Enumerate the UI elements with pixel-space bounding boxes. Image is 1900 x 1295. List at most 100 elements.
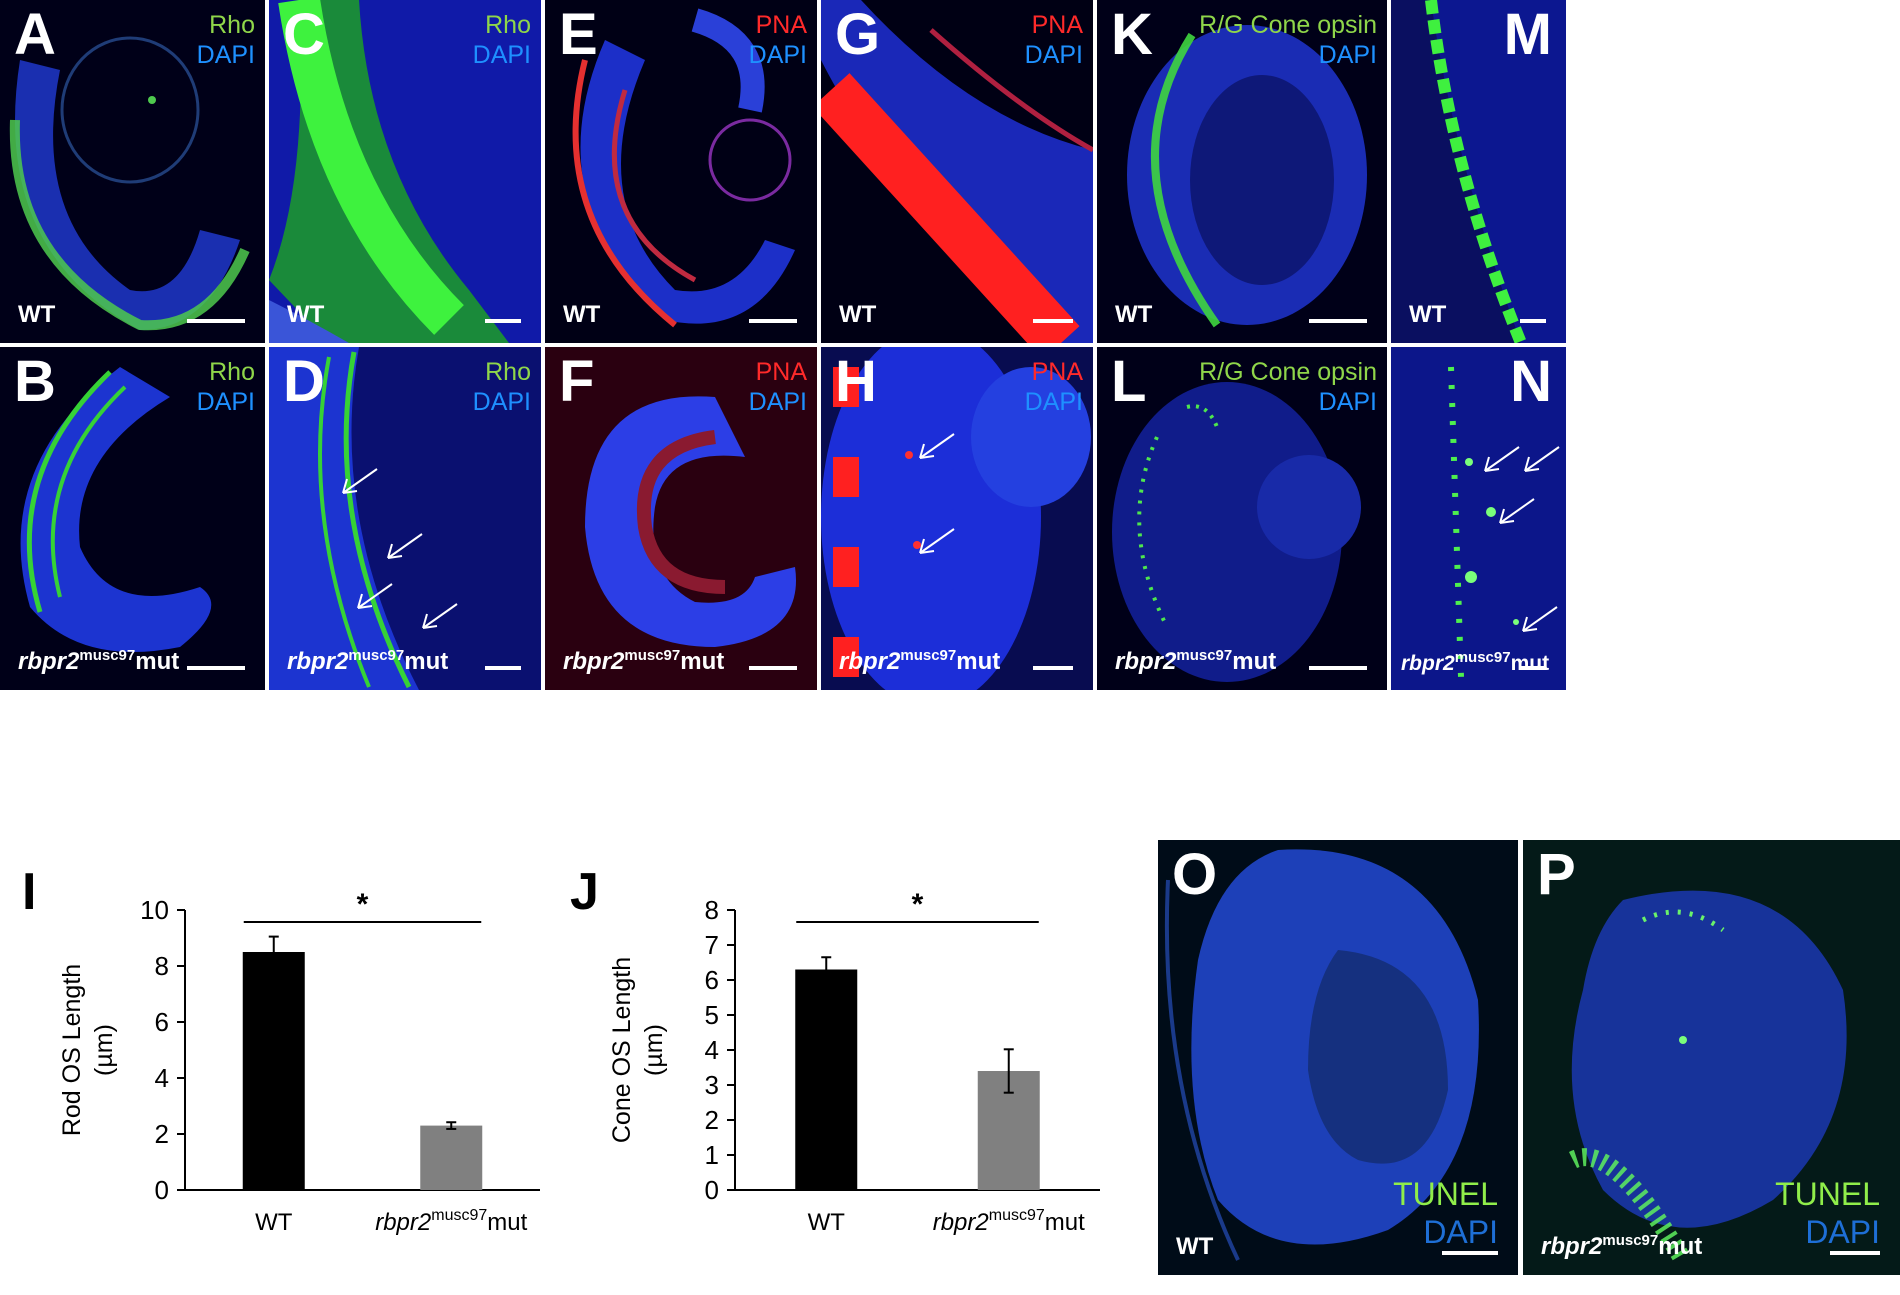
gene-name: rbpr2 — [1115, 648, 1177, 675]
x-tick-label: rbpr2musc97mut — [375, 1207, 527, 1236]
y-axis-unit: (µm) — [640, 1024, 668, 1076]
panel-L: L R/G Cone opsin DAPI rbpr2musc97mut — [1097, 347, 1387, 690]
stain-legend: PNA DAPI — [749, 10, 807, 70]
genotype-label: rbpr2musc97mut — [1401, 650, 1549, 674]
retina-micrograph-H — [821, 347, 1093, 690]
panel-letter: F — [559, 349, 595, 414]
panel-letter: G — [835, 2, 881, 67]
significance-marker: * — [357, 888, 369, 921]
panel-letter: B — [14, 349, 56, 414]
y-axis-unit: (µm) — [90, 1024, 118, 1076]
panel-G: G PNA DAPI WT — [821, 0, 1093, 343]
bar — [795, 969, 858, 1190]
genotype-label: WT — [563, 301, 601, 328]
panel-E: E PNA DAPI WT — [545, 0, 817, 343]
panel-C: C Rho DAPI WT — [269, 0, 541, 343]
stain-legend: PNA DAPI — [1025, 10, 1083, 70]
stain-dapi-label: DAPI — [196, 388, 255, 416]
gene-name: rbpr2 — [287, 648, 349, 675]
stain-pna-label: PNA — [1031, 11, 1083, 39]
y-tick-label: 1 — [705, 1140, 719, 1170]
genotype-suffix: mut — [135, 648, 180, 675]
gene-name: rbpr2 — [839, 648, 901, 675]
panel-letter: D — [283, 349, 325, 414]
panel-letter: N — [1510, 349, 1552, 414]
scale-bar — [1520, 319, 1546, 323]
retina-micrograph-D — [269, 347, 541, 690]
stain-legend: Rho DAPI — [473, 357, 531, 417]
stain-rho-label: Rho — [485, 358, 531, 386]
stain-legend: Rho DAPI — [197, 357, 255, 417]
retina-micrograph-P — [1523, 840, 1900, 1275]
genotype-label: WT — [1176, 1233, 1214, 1260]
scale-bar — [1033, 319, 1073, 323]
allele-superscript: musc97 — [1602, 1232, 1659, 1249]
retina-micrograph-K — [1097, 0, 1387, 343]
genotype-label: WT — [1115, 301, 1153, 328]
panel-A: A Rho DAPI WT — [0, 0, 265, 343]
panel-letter: C — [283, 2, 325, 67]
retina-micrograph-G — [821, 0, 1093, 343]
y-tick-label: 4 — [705, 1035, 719, 1065]
y-tick-label: 6 — [705, 965, 719, 995]
stain-legend: TUNEL DAPI — [1775, 1175, 1880, 1251]
arrow-icon — [1484, 446, 1520, 472]
scale-bar — [1830, 1251, 1880, 1255]
chart-letter-I: I — [22, 863, 37, 921]
retina-micrograph-B — [0, 347, 265, 690]
bar-chart-rod-os-length: 0 2 4 6 8 10 Rod OS Length (µm) WT rbpr2musc97mut… — [60, 888, 540, 1236]
allele-superscript: musc97 — [900, 647, 957, 664]
y-tick-label: 10 — [140, 895, 169, 925]
allele-superscript: musc97 — [1454, 649, 1511, 666]
panel-letter: P — [1537, 842, 1576, 907]
stain-legend: PNA DAPI — [749, 357, 807, 417]
stain-legend: PNA DAPI — [1025, 357, 1083, 417]
arrow-icon — [357, 583, 393, 609]
panel-K: K R/G Cone opsin DAPI WT — [1097, 0, 1387, 343]
stain-dapi-label: DAPI — [196, 41, 255, 69]
stain-cone-opsin-label: R/G Cone opsin — [1199, 358, 1377, 386]
retina-micrograph-N — [1391, 347, 1566, 690]
stain-dapi-label: DAPI — [1024, 41, 1083, 69]
genotype-label: rbpr2musc97mut — [563, 648, 724, 674]
y-tick-label: 2 — [155, 1119, 169, 1149]
genotype-suffix: mut — [1232, 648, 1277, 675]
allele-superscript: musc97 — [1176, 647, 1233, 664]
stain-tunel-label: TUNEL — [1775, 1176, 1880, 1212]
genotype-label: WT — [1409, 301, 1447, 328]
y-tick-label: 3 — [705, 1070, 719, 1100]
arrow-icon — [342, 468, 378, 494]
scale-bar — [749, 319, 797, 323]
retina-micrograph-M — [1391, 0, 1566, 343]
arrow-icon — [919, 528, 955, 554]
scale-bar — [1033, 666, 1073, 670]
stain-dapi-label: DAPI — [1318, 41, 1377, 69]
genotype-suffix: mut — [1658, 1233, 1703, 1260]
significance-marker: * — [912, 888, 924, 921]
stain-legend: R/G Cone opsin DAPI — [1199, 357, 1377, 417]
scale-bar — [1309, 666, 1367, 670]
arrow-icon — [1524, 446, 1560, 472]
chart-letter-J: J — [570, 863, 599, 921]
scale-bar — [187, 319, 245, 323]
panel-P: P TUNEL DAPI rbpr2musc97mut — [1523, 840, 1900, 1275]
genotype-label: WT — [839, 301, 877, 328]
scale-bar — [1520, 666, 1546, 670]
panel-M: M WT — [1391, 0, 1566, 343]
y-tick-label: 7 — [705, 930, 719, 960]
genotype-suffix: mut — [1510, 652, 1550, 675]
stain-legend: TUNEL DAPI — [1393, 1175, 1498, 1251]
scale-bar — [485, 666, 521, 670]
arrow-icon — [1499, 498, 1535, 524]
stain-dapi-label: DAPI — [472, 41, 531, 69]
scale-bar — [187, 666, 245, 670]
x-tick-label: WT — [255, 1209, 293, 1236]
y-tick-label: 0 — [705, 1175, 719, 1205]
stain-legend: R/G Cone opsin DAPI — [1199, 10, 1377, 70]
stain-dapi-label: DAPI — [1024, 388, 1083, 416]
stain-rho-label: Rho — [485, 11, 531, 39]
panel-O: O TUNEL DAPI WT — [1158, 840, 1518, 1275]
retina-micrograph-A — [0, 0, 265, 343]
stain-legend: Rho DAPI — [197, 10, 255, 70]
gene-name: rbpr2 — [563, 648, 625, 675]
